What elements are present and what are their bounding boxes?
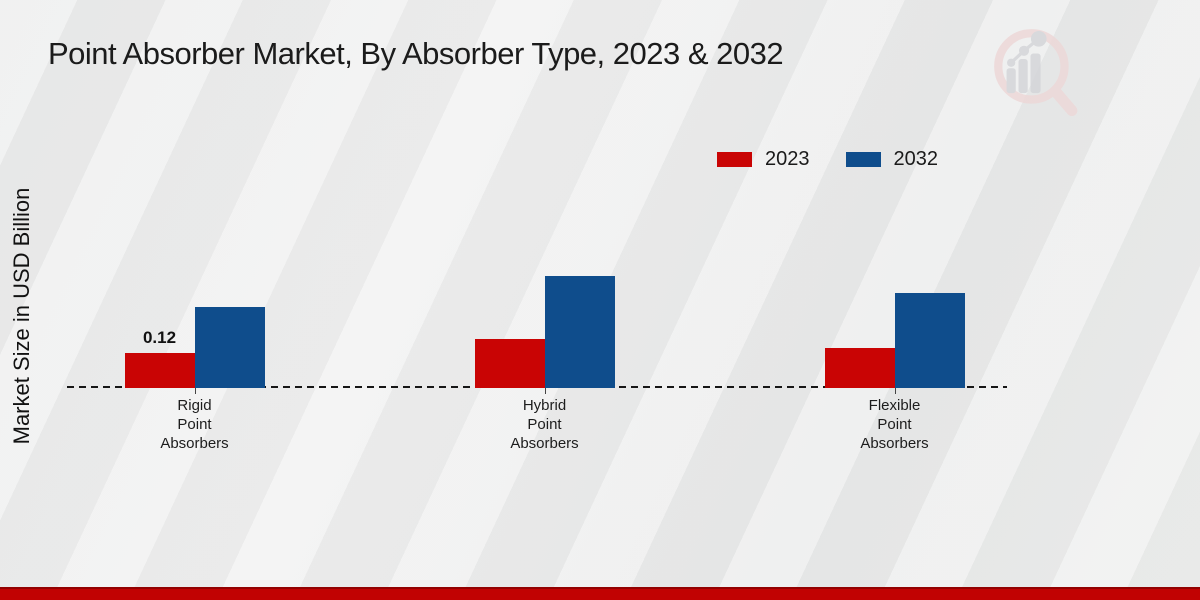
bar-2023-hybrid-point-absorbers	[474, 339, 545, 388]
bar-2032-hybrid-point-absorbers	[544, 276, 615, 388]
bar-2032-rigid-point-absorbers	[194, 307, 265, 388]
category-label-hybrid-point-absorbers: Hybrid Point Absorbers	[510, 397, 579, 452]
bar-value-label: 0.12	[142, 328, 177, 347]
x-axis-tick	[194, 388, 196, 394]
bar-2023-flexible-point-absorbers	[824, 348, 895, 388]
bar-2032-flexible-point-absorbers	[894, 293, 965, 388]
legend-swatch-2023	[717, 152, 752, 167]
x-axis-tick	[544, 388, 546, 394]
legend-label-2032: 2032	[893, 148, 939, 170]
footer-red-stripe	[0, 587, 1200, 600]
legend-item-2023: 2023	[717, 148, 810, 171]
legend: 2023 2032	[717, 148, 938, 171]
chart-title: Point Absorber Market, By Absorber Type,…	[48, 36, 784, 71]
bar-2023-rigid-point-absorbers	[124, 353, 195, 388]
legend-item-2032: 2032	[845, 148, 939, 171]
x-axis-tick	[894, 388, 896, 394]
category-label-flexible-point-absorbers: Flexible Point Absorbers	[860, 397, 929, 452]
magnifier-bar-chart-watermark-icon	[994, 29, 1078, 117]
legend-swatch-2032	[845, 152, 881, 167]
legend-label-2023: 2023	[765, 148, 810, 170]
category-label-rigid-point-absorbers: Rigid Point Absorbers	[160, 397, 229, 452]
